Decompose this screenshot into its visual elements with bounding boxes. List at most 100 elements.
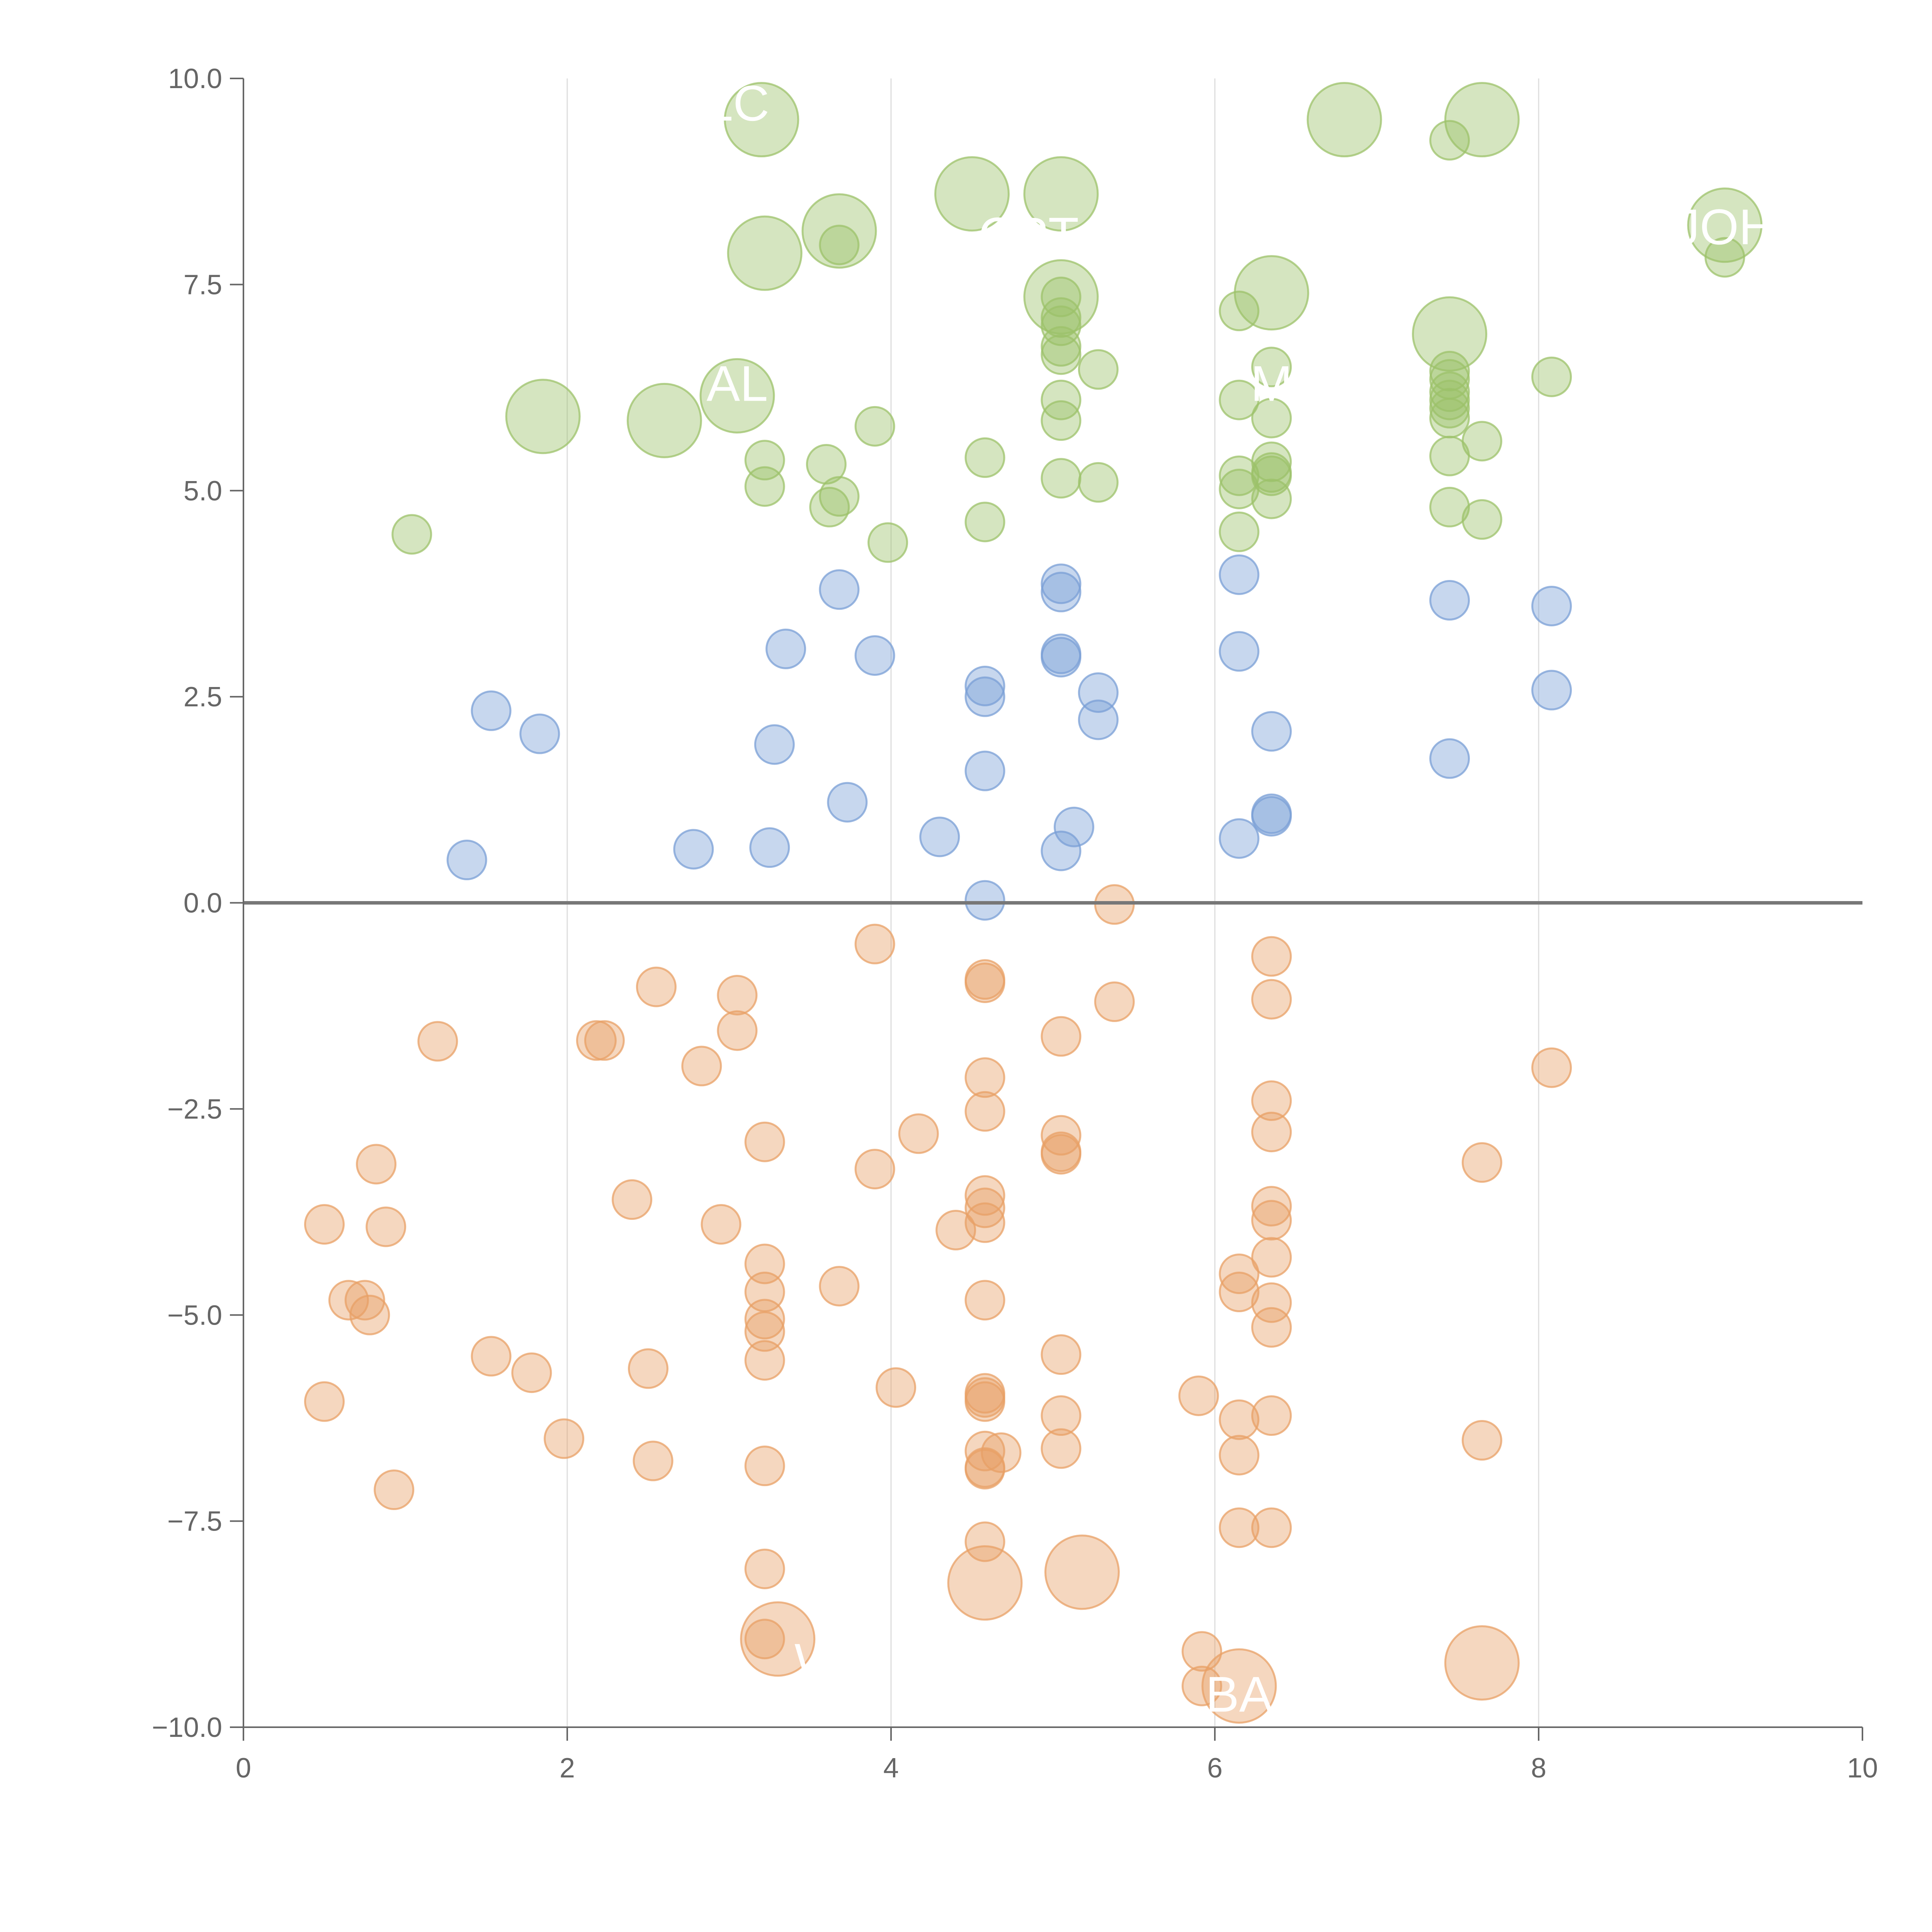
y-tick-label-6: −5.0 — [167, 1300, 222, 1331]
point-orange-31 — [1251, 1186, 1292, 1227]
point-orange-10 — [1041, 1016, 1082, 1057]
point-orange-35 — [701, 1204, 742, 1245]
point-orange-58 — [1178, 1375, 1219, 1416]
point-green-44 — [1041, 379, 1082, 420]
point-green-37 — [744, 466, 785, 507]
point-orange-44 — [328, 1280, 369, 1321]
point-orange-75 — [744, 1446, 785, 1486]
point-green-3 — [1429, 120, 1470, 161]
point-green-19 — [1041, 334, 1082, 375]
point-orange-24 — [1041, 1134, 1082, 1175]
point-blue-26 — [919, 816, 960, 857]
point-orange-25 — [356, 1144, 397, 1185]
point-orange-77 — [1219, 1507, 1260, 1548]
point-green-21 — [1251, 347, 1292, 388]
point-blue-17 — [519, 713, 560, 754]
point-orange-38 — [744, 1243, 785, 1284]
point-green-34 — [699, 358, 775, 434]
y-tick-label-2: 5.0 — [184, 476, 222, 507]
point-green-28 — [1429, 388, 1470, 429]
point-green-35 — [854, 406, 895, 447]
point-blue-4 — [1429, 580, 1470, 621]
point-orange-6 — [717, 975, 758, 1015]
point-blue-30 — [1041, 830, 1082, 871]
point-orange-84 — [744, 1619, 785, 1660]
point-green-30 — [1531, 356, 1572, 397]
point-green-55 — [1429, 435, 1470, 476]
point-blue-0 — [1041, 563, 1082, 604]
point-orange-64 — [1219, 1399, 1260, 1440]
point-orange-4 — [964, 962, 1005, 1003]
point-orange-48 — [349, 1294, 390, 1335]
point-orange-9 — [717, 1010, 758, 1051]
point-green-27 — [1429, 379, 1470, 420]
point-orange-62 — [304, 1381, 345, 1422]
point-blue-28 — [673, 829, 714, 870]
point-green-12 — [1041, 276, 1082, 317]
point-orange-52 — [471, 1336, 512, 1377]
point-green-22 — [1219, 379, 1260, 420]
point-orange-17 — [1251, 1080, 1292, 1121]
point-orange-8 — [1251, 979, 1292, 1020]
point-green-10 — [1704, 237, 1745, 278]
point-orange-16 — [964, 1057, 1005, 1098]
point-orange-53 — [744, 1340, 785, 1381]
point-orange-13 — [584, 1020, 625, 1061]
point-green-38 — [806, 444, 847, 485]
y-tick-label-8: −10.0 — [152, 1712, 222, 1743]
point-orange-76 — [374, 1469, 415, 1510]
point-orange-5 — [636, 966, 677, 1007]
point-blue-11 — [964, 665, 1005, 706]
x-tick-label-2: 4 — [883, 1753, 899, 1784]
point-orange-29 — [612, 1179, 653, 1220]
point-orange-30 — [964, 1187, 1005, 1228]
point-green-5 — [1023, 156, 1099, 232]
point-green-43 — [964, 502, 1005, 543]
point-orange-88 — [1201, 1648, 1277, 1724]
point-orange-40 — [1219, 1253, 1260, 1294]
point-green-8 — [727, 215, 803, 291]
point-label-3: AL — [706, 355, 768, 412]
point-green-4 — [934, 156, 1010, 232]
point-green-13 — [1041, 297, 1082, 338]
point-blue-10 — [1219, 631, 1260, 672]
point-label-4: M — [1251, 355, 1293, 412]
point-orange-2 — [1251, 936, 1292, 977]
point-blue-5 — [1531, 585, 1572, 626]
point-orange-32 — [1251, 1200, 1292, 1241]
point-blue-27 — [1219, 818, 1260, 859]
point-orange-47 — [1251, 1282, 1292, 1323]
point-orange-34 — [366, 1206, 406, 1247]
point-orange-81 — [947, 1545, 1023, 1621]
point-green-7 — [819, 224, 860, 265]
point-blue-2 — [819, 569, 860, 610]
point-orange-39 — [1251, 1237, 1292, 1278]
point-green-51 — [1251, 441, 1292, 482]
point-orange-19 — [898, 1113, 939, 1154]
point-orange-18 — [964, 1091, 1005, 1132]
point-blue-7 — [854, 635, 895, 676]
point-green-45 — [1041, 400, 1082, 441]
point-green-58 — [391, 514, 432, 555]
point-orange-54 — [1041, 1334, 1082, 1375]
point-label-0: LC — [705, 75, 769, 131]
point-orange-27 — [1461, 1142, 1502, 1183]
point-orange-33 — [304, 1204, 345, 1245]
point-label-2: CPT — [978, 207, 1079, 263]
point-orange-37 — [935, 1209, 976, 1250]
point-orange-22 — [744, 1121, 785, 1162]
point-blue-9 — [1041, 637, 1082, 678]
point-blue-31 — [446, 840, 487, 881]
data-points — [304, 82, 1763, 1724]
point-orange-80 — [744, 1548, 785, 1589]
point-blue-24 — [1251, 796, 1292, 837]
point-blue-14 — [1078, 699, 1119, 740]
point-blue-15 — [1531, 670, 1572, 711]
point-green-53 — [1251, 455, 1292, 496]
point-orange-55 — [511, 1352, 552, 1393]
point-blue-18 — [754, 724, 795, 765]
point-green-0 — [724, 82, 799, 158]
y-tick-label-7: −7.5 — [167, 1506, 222, 1537]
point-orange-46 — [964, 1280, 1005, 1321]
